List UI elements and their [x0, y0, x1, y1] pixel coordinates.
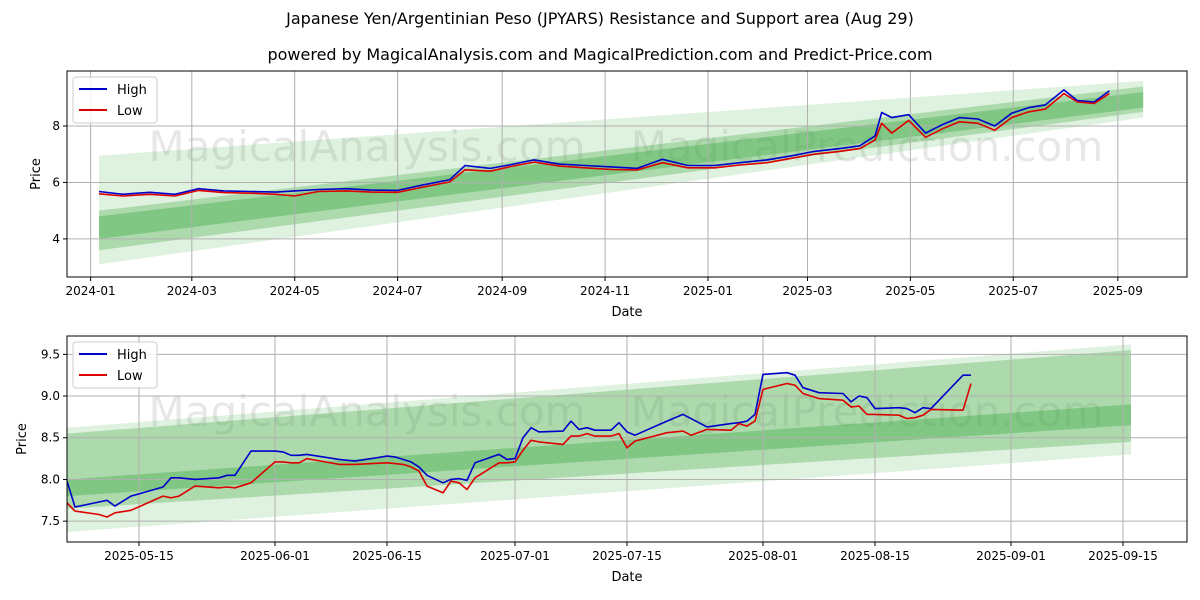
- watermark: MagicalPrediction.com: [631, 122, 1104, 171]
- y-tick-label: 7.5: [41, 514, 60, 528]
- watermark: MagicalPrediction.com: [631, 387, 1104, 436]
- legend-label-low: Low: [117, 369, 143, 384]
- watermark: MagicalAnalysis.com: [149, 122, 586, 171]
- legend: High Low: [72, 76, 158, 124]
- series-line-low: [67, 382, 972, 518]
- legend: High Low: [72, 341, 158, 389]
- x-tick-label: 2024-01: [66, 284, 116, 298]
- x-tick-label: 2025-07-15: [592, 549, 662, 563]
- x-tick-label: 2025-09: [1093, 284, 1143, 298]
- x-axis-label: Date: [611, 570, 642, 585]
- plot-frame: [66, 70, 1188, 278]
- series-line-high: [67, 371, 971, 508]
- x-tick-label: 2024-11: [580, 284, 630, 298]
- chart-panel-1: MagicalAnalysis.com MagicalPrediction.com…: [29, 70, 1188, 320]
- y-tick-label: 8.5: [41, 431, 60, 445]
- legend-label-high: High: [117, 83, 147, 98]
- x-tick-label: 2024-03: [167, 284, 217, 298]
- x-tick-label: 2025-05-15: [104, 549, 174, 563]
- watermark: MagicalAnalysis.com: [149, 387, 586, 436]
- x-tick-label: 2025-09-01: [976, 549, 1046, 563]
- series-group: [67, 371, 972, 518]
- resistance-support-band: [99, 92, 1144, 239]
- x-tick-label: 2025-08-15: [840, 549, 910, 563]
- band-group: [99, 80, 1144, 265]
- y-tick-label: 8.0: [41, 472, 60, 486]
- resistance-support-band: [99, 80, 1144, 265]
- legend-label-high: High: [117, 348, 147, 363]
- y-tick-label: 4: [52, 232, 60, 246]
- y-tick-label: 9.0: [41, 389, 60, 403]
- y-axis-label: Price: [15, 423, 30, 455]
- x-tick-label: 2024-09: [477, 284, 527, 298]
- x-tick-label: 2024-05: [270, 284, 320, 298]
- x-tick-label: 2025-06-15: [352, 549, 422, 563]
- x-tick-label: 2025-01: [683, 284, 733, 298]
- series-line-low: [98, 92, 1110, 197]
- x-tick-label: 2025-07: [988, 284, 1038, 298]
- plot-frame: [66, 335, 1188, 543]
- y-tick-label: 8: [52, 119, 60, 133]
- x-tick-label: 2024-07: [373, 284, 423, 298]
- resistance-support-band: [99, 86, 1144, 251]
- chart-title: Japanese Yen/Argentinian Peso (JPYARS) R…: [286, 9, 914, 28]
- series-line-high: [98, 89, 1110, 196]
- chart-subtitle: powered by MagicalAnalysis.com and Magic…: [267, 45, 933, 64]
- x-axis-label: Date: [611, 305, 642, 320]
- series-group: [98, 89, 1110, 197]
- y-tick-label: 9.5: [41, 347, 60, 361]
- x-tick-label: 2025-08-01: [728, 549, 798, 563]
- y-axis-label: Price: [29, 158, 44, 190]
- x-tick-label: 2025-09-15: [1088, 549, 1158, 563]
- chart-panel-2: MagicalAnalysis.com MagicalPrediction.com…: [15, 335, 1188, 585]
- x-tick-label: 2025-03: [782, 284, 832, 298]
- resistance-support-band: [67, 404, 1131, 497]
- y-tick-label: 6: [52, 175, 60, 189]
- x-tick-label: 2025-05: [885, 284, 935, 298]
- x-tick-label: 2025-07-01: [480, 549, 550, 563]
- x-tick-label: 2025-06-01: [240, 549, 310, 563]
- legend-label-low: Low: [117, 104, 143, 119]
